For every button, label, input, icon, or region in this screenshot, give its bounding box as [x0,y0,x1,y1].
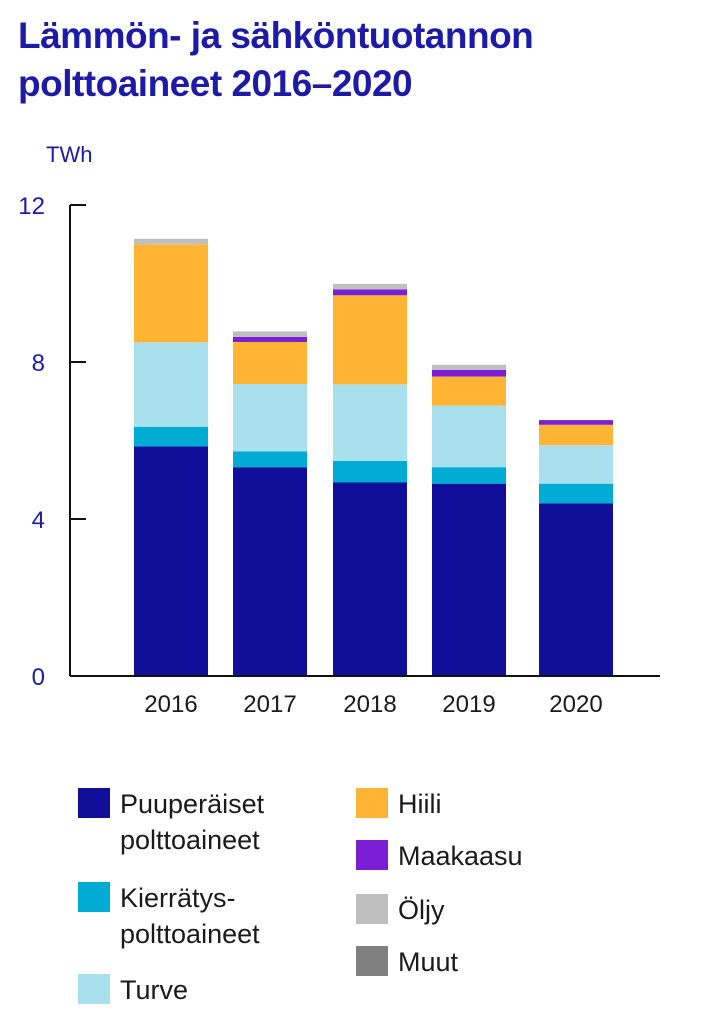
legend-label: Öljy [398,892,445,928]
x-tick-label-2020: 2020 [549,691,602,718]
bar-segment-2019-4 [432,369,506,377]
bar-segment-2017-0 [233,467,307,676]
legend-label-line: Maakaasu [398,841,523,871]
legend-swatch [356,894,388,924]
legend-label: Hiili [398,786,442,822]
chart-title-line-2: polttoaineet 2016–2020 [18,63,413,104]
bar-segment-2020-4 [539,420,613,425]
y-tick-label-0: 0 [32,664,45,691]
bar-segment-2017-1 [233,451,307,468]
legend-item: Turve [78,972,188,1008]
x-tick-label-2019: 2019 [442,691,495,718]
bar-segment-2017-2 [233,383,307,452]
legend-label-line: polttoaineet [120,919,260,949]
legend-label: Puuperäiset polttoaineet [120,786,264,858]
legend-swatch [356,946,388,976]
bars-group [134,238,613,676]
legend-label: Turve [120,972,188,1008]
legend-label-line: Hiili [398,789,442,819]
bar-segment-2018-5 [333,283,407,290]
legend-item: Muut [356,944,458,980]
legend-swatch [78,882,110,912]
legend-item: Öljy [356,892,445,928]
legend-swatch [356,788,388,818]
bar-segment-2017-4 [233,336,307,342]
y-tick-label-8: 8 [32,350,45,377]
bar-segment-2016-0 [134,446,208,676]
legend-label-line: polttoaineet [120,825,260,855]
legend-label-line: Öljy [398,895,445,925]
bar-segment-2016-2 [134,342,208,427]
bar-segment-2020-0 [539,503,613,676]
x-tick-label-2017: 2017 [243,691,296,718]
bar-segment-2018-2 [333,384,407,461]
bar-segment-2019-3 [432,376,506,406]
chart-title-line-1: Lämmön- ja sähköntuotannon [18,15,534,56]
bar-segment-2019-0 [432,483,506,676]
bar-segment-2018-1 [333,460,407,483]
legend-item: Maakaasu [356,838,523,874]
legend-label-line: Muut [398,947,459,977]
bar-segment-2016-5 [134,238,208,245]
bar-segment-2019-1 [432,467,506,484]
legend-label: Maakaasu [398,838,523,874]
bar-segment-2020-1 [539,483,613,504]
bar-segment-2017-3 [233,341,307,384]
bar-segment-2018-3 [333,295,407,385]
bar-segment-2016-3 [134,244,208,343]
bar-segment-2019-2 [432,405,506,468]
bar-segment-2019-5 [432,364,506,370]
chart-title: Lämmön- ja sähköntuotannon polttoaineet … [18,12,678,108]
x-tick-label-2016: 2016 [144,691,197,718]
bar-segment-2017-5 [233,331,307,337]
bar-segment-2020-3 [539,424,613,446]
y-axis-unit-label: TWh [46,142,92,167]
bar-segment-2020-2 [539,445,613,484]
y-tick-label-4: 4 [32,507,45,534]
legend-label-line: Kierrätys- [120,883,236,913]
legend-label: Muut [398,944,458,980]
bar-segment-2018-0 [333,482,407,676]
legend-item: Kierrätys-polttoaineet [78,880,260,952]
legend-item: Puuperäiset polttoaineet [78,786,264,858]
axes-group: 2016 2017 2018 2019 2020 0 4 8 12 [18,193,660,718]
legend-label: Kierrätys-polttoaineet [120,880,260,952]
legend-swatch [356,840,388,870]
legend-label-line: Puuperäiset [120,789,265,819]
legend-item: Hiili [356,786,442,822]
legend-swatch [78,974,110,1004]
legend-label-line: Turve [120,975,189,1005]
x-tick-label-2018: 2018 [343,691,396,718]
bar-segment-2018-4 [333,289,407,296]
y-tick-label-12: 12 [18,193,45,220]
legend-swatch [78,788,110,818]
bar-segment-2016-1 [134,426,208,447]
